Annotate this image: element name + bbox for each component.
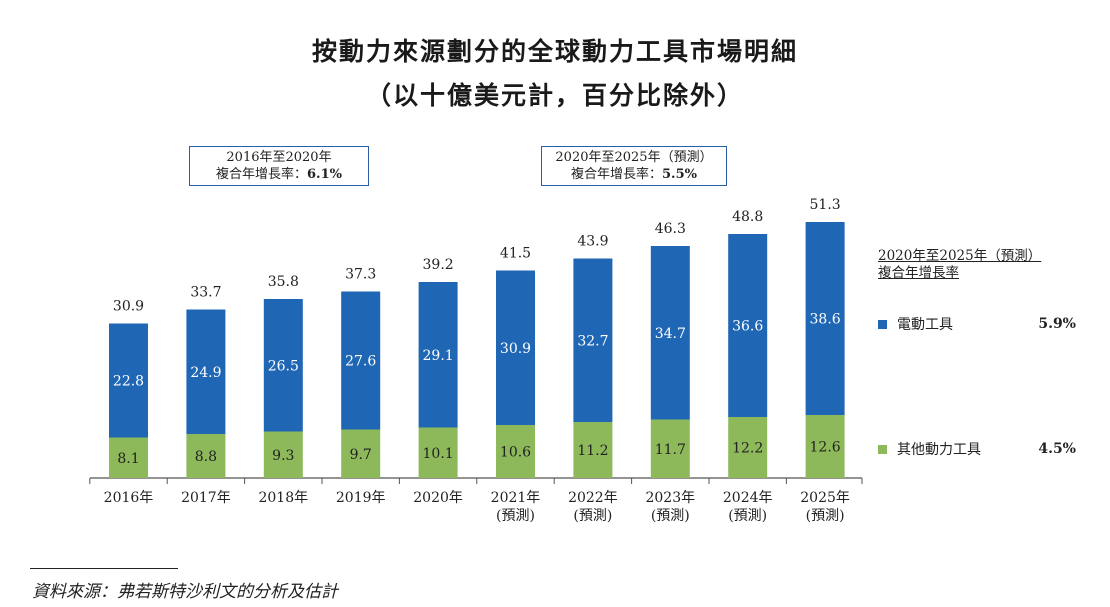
data-label-total: 39.2: [423, 257, 454, 273]
bar-segment-electric: [573, 258, 613, 422]
data-label-electric: 32.7: [577, 333, 608, 349]
data-label-total: 46.3: [655, 221, 686, 237]
source-divider: [30, 568, 178, 569]
data-label-total: 41.5: [500, 246, 531, 262]
x-tick-label: 2025年: [800, 490, 850, 506]
bar-segment-electric: [728, 234, 768, 417]
data-label-total: 30.9: [113, 299, 144, 315]
bar-segment-electric: [109, 323, 148, 438]
data-label-other: 11.2: [577, 443, 608, 459]
cagr-box-2016-2020: 2016年至2020年 複合年增長率：6.1%: [189, 146, 369, 186]
legend-swatch: [878, 319, 887, 329]
legend-item-other: 其他動力工具 4.5%: [878, 439, 1076, 459]
x-tick-label: 2018年: [258, 490, 308, 506]
x-tick-label: 2024年: [723, 490, 773, 506]
data-label-other: 8.1: [117, 451, 139, 467]
cagr-box-rate-line: 複合年增長率：5.5%: [571, 167, 697, 182]
bar-segment-electric: [186, 309, 226, 434]
cagr-value: 6.1%: [307, 167, 342, 182]
data-label-electric: 38.6: [810, 312, 841, 328]
data-label-other: 10.1: [423, 446, 454, 462]
data-label-electric: 29.1: [423, 348, 454, 364]
bar-segment-electric: [418, 282, 458, 428]
bar-segment-other: [263, 431, 303, 478]
x-tick-sublabel: (預測): [728, 508, 767, 524]
legend-item-electric: 電動工具 5.9%: [878, 314, 1076, 334]
bar-segment-other: [650, 419, 690, 478]
data-label-electric: 36.6: [732, 319, 763, 335]
data-label-other: 9.3: [272, 448, 294, 464]
bar-segment-other: [418, 427, 458, 478]
bar-segment-other: [496, 425, 535, 478]
data-label-other: 9.7: [350, 447, 372, 463]
bar-segment-electric: [805, 222, 845, 415]
x-tick-label: 2021年: [491, 490, 541, 506]
x-tick-label: 2022年: [568, 490, 618, 506]
bar-segment-electric: [650, 246, 690, 420]
cagr-box-rate-line: 複合年增長率：6.1%: [216, 167, 342, 182]
data-label-electric: 26.5: [268, 358, 299, 374]
legend-label: 其他動力工具: [897, 442, 981, 458]
data-label-electric: 22.8: [113, 374, 144, 390]
data-label-electric: 34.7: [655, 326, 686, 342]
data-label-electric: 27.6: [345, 354, 376, 370]
x-tick-label: 2017年: [181, 490, 231, 506]
data-label-total: 37.3: [345, 267, 376, 283]
x-tick-sublabel: (預測): [573, 508, 612, 524]
x-tick-sublabel: (預測): [651, 508, 690, 524]
data-label-total: 43.9: [577, 234, 608, 250]
legend-rate: 4.5%: [1038, 441, 1076, 457]
cagr-box-period: 2020年至2025年（預測）: [555, 150, 713, 165]
data-label-electric: 24.9: [190, 365, 221, 381]
bar-segment-other: [728, 417, 768, 478]
source-note: 資料來源：弗若斯特沙利文的分析及估計: [32, 582, 338, 602]
x-tick-label: 2023年: [645, 490, 695, 506]
data-label-other: 10.6: [500, 445, 531, 461]
x-tick-sublabel: (預測): [496, 508, 535, 524]
cagr-box-period: 2016年至2020年: [226, 150, 332, 165]
legend-swatch: [878, 444, 887, 454]
chart-subtitle: （以十億美元計，百分比除外）: [365, 81, 744, 110]
bar-segment-other: [186, 434, 226, 478]
data-label-other: 12.6: [810, 440, 841, 456]
bar-segment-other: [573, 422, 613, 478]
data-label-other: 11.7: [655, 442, 686, 458]
bar-segment-other: [805, 415, 845, 478]
bar-segment-other: [341, 429, 381, 478]
cagr-box-2020-2025: 2020年至2025年（預測） 複合年增長率：5.5%: [541, 146, 727, 186]
legend-rate: 5.9%: [1038, 316, 1076, 332]
x-tick-label: 2020年: [413, 490, 463, 506]
chart-title: 按動力來源劃分的全球動力工具市場明細: [311, 37, 798, 66]
cagr-value: 5.5%: [662, 167, 697, 182]
data-label-total: 48.8: [732, 209, 763, 225]
x-tick-label: 2019年: [336, 490, 386, 506]
x-tick-sublabel: (預測): [806, 508, 845, 524]
bar-segment-electric: [496, 270, 535, 425]
bar-segment-electric: [341, 291, 381, 430]
data-label-total: 51.3: [810, 197, 841, 213]
bar-segment-other: [109, 437, 148, 478]
data-label-other: 12.2: [732, 441, 763, 457]
data-label-total: 35.8: [268, 274, 299, 290]
bar-segment-electric: [263, 299, 303, 432]
data-label-electric: 30.9: [500, 341, 531, 357]
data-label-other: 8.8: [195, 449, 217, 465]
x-tick-label: 2016年: [104, 490, 154, 506]
legend-label: 電動工具: [897, 317, 953, 333]
data-label-total: 33.7: [190, 285, 221, 301]
legend-title: 2020年至2025年（預測） 複合年增長率: [878, 248, 1042, 281]
